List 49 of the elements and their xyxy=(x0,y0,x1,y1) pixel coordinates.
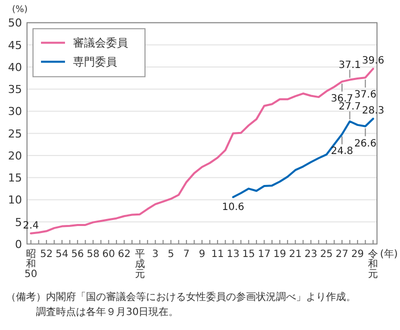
x-tick-label: 25 xyxy=(320,249,333,260)
y-axis-title: (%) xyxy=(12,5,28,15)
y-tick-label: 45 xyxy=(8,38,22,52)
y-tick-label: 50 xyxy=(8,16,22,30)
data-label: 39.6 xyxy=(362,56,384,67)
x-tick-label: 27 xyxy=(336,249,348,260)
x-tick-label: 58 xyxy=(86,249,100,260)
text: （備考）内閣府「国の審議会等における女性委員の参画状況調べ」より作成。 xyxy=(6,291,356,303)
x-tick-label: 21 xyxy=(288,249,302,260)
x-tick-label: 5 xyxy=(168,249,174,260)
x-tick-label: 29 xyxy=(351,249,364,260)
data-label: 37.6 xyxy=(354,90,376,101)
data-label: 2.4 xyxy=(22,220,39,232)
x-tick-label: 52 xyxy=(40,249,53,260)
data-label: 10.6 xyxy=(222,202,244,214)
y-tick-label: 15 xyxy=(8,172,22,185)
y-tick-label: 35 xyxy=(8,83,22,96)
data-label: 28.3 xyxy=(362,106,384,117)
x-tick-label: 54 xyxy=(56,249,68,260)
x-tick-label: 13 xyxy=(226,249,240,260)
x-tick-label: 平成元 xyxy=(134,249,145,280)
x-tick-label: 令和元 xyxy=(368,248,378,280)
x-tick-label: 9 xyxy=(198,249,206,260)
legend-label: 専門委員 xyxy=(73,56,117,69)
x-tick-label: 15 xyxy=(242,249,256,260)
text: 調査時点は各年９月30日現在。 xyxy=(36,306,179,318)
x-tick-label: 11 xyxy=(211,249,224,260)
x-tick-label: 62 xyxy=(118,249,131,260)
y-tick-label: 25 xyxy=(8,127,22,140)
y-tick-label: 40 xyxy=(8,60,22,74)
line-series xyxy=(232,118,374,198)
y-tick-label: 10 xyxy=(8,194,22,207)
data-label: 24.8 xyxy=(330,146,354,158)
x-tick-label: 7 xyxy=(183,249,190,260)
x-tick-label: 昭和50 xyxy=(24,249,38,280)
y-tick-label: 5 xyxy=(15,216,22,229)
x-tick-label: 56 xyxy=(71,249,84,260)
data-label: 26.6 xyxy=(354,138,376,150)
y-tick-label: 30 xyxy=(8,105,22,118)
legend-label: 審議会委員 xyxy=(73,36,128,50)
x-tick-label: 3 xyxy=(152,249,159,260)
y-tick-label: 0 xyxy=(15,238,22,251)
x-tick-label: 19 xyxy=(273,249,286,260)
x-tick-label: 60 xyxy=(102,249,116,260)
x-axis-title: (年) xyxy=(380,248,398,260)
data-label: 37.1 xyxy=(338,60,361,71)
y-tick-label: 20 xyxy=(8,149,22,162)
x-tick-label: 17 xyxy=(258,249,271,260)
x-tick-label: 23 xyxy=(304,249,318,260)
